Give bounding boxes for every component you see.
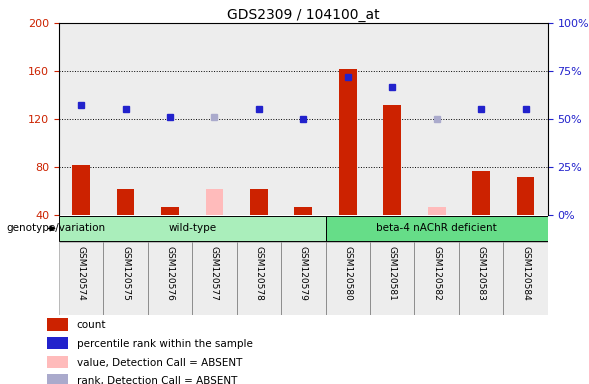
Bar	[459, 242, 504, 315]
Text: percentile rank within the sample: percentile rank within the sample	[77, 339, 253, 349]
Text: rank, Detection Call = ABSENT: rank, Detection Call = ABSENT	[77, 376, 237, 384]
Text: GSM120583: GSM120583	[477, 246, 485, 300]
Bar	[237, 23, 281, 215]
Text: value, Detection Call = ABSENT: value, Detection Call = ABSENT	[77, 358, 242, 367]
Bar	[383, 104, 401, 215]
Text: wild-type: wild-type	[168, 223, 216, 233]
Bar	[281, 23, 326, 215]
Text: GSM120581: GSM120581	[388, 246, 397, 300]
Bar	[281, 242, 326, 315]
Bar	[326, 242, 370, 315]
Bar	[237, 242, 281, 315]
Bar	[148, 23, 192, 215]
Bar	[206, 189, 223, 215]
Bar	[59, 23, 103, 215]
Text: GSM120576: GSM120576	[166, 246, 174, 300]
Bar	[339, 69, 357, 215]
Text: GSM120582: GSM120582	[432, 246, 441, 300]
Bar	[148, 242, 192, 315]
Text: beta-4 nAChR deficient: beta-4 nAChR deficient	[376, 223, 497, 233]
Bar	[459, 23, 504, 215]
Bar	[103, 242, 148, 315]
Bar	[192, 23, 237, 215]
Bar	[192, 242, 237, 315]
Bar	[517, 177, 534, 215]
Bar	[415, 23, 459, 215]
Text: GSM120578: GSM120578	[254, 246, 263, 300]
Bar	[326, 217, 548, 240]
Bar	[294, 207, 312, 215]
Bar	[428, 207, 445, 215]
Bar	[59, 242, 103, 315]
Bar	[47, 337, 68, 349]
Title: GDS2309 / 104100_at: GDS2309 / 104100_at	[227, 8, 380, 22]
Bar	[370, 242, 415, 315]
Bar	[59, 217, 326, 240]
Bar	[504, 242, 548, 315]
Text: count: count	[77, 320, 106, 330]
Text: genotype/variation: genotype/variation	[6, 223, 105, 233]
Bar	[415, 242, 459, 315]
Text: GSM120574: GSM120574	[77, 246, 85, 300]
Bar	[103, 23, 148, 215]
Bar	[117, 189, 134, 215]
Text: GSM120580: GSM120580	[343, 246, 352, 300]
Bar	[47, 374, 68, 384]
Text: GSM120577: GSM120577	[210, 246, 219, 300]
Text: GSM120579: GSM120579	[299, 246, 308, 300]
Bar	[472, 170, 490, 215]
Bar	[47, 318, 68, 331]
Bar	[370, 23, 415, 215]
Bar	[504, 23, 548, 215]
Bar	[250, 189, 268, 215]
Bar	[161, 207, 179, 215]
Bar	[326, 23, 370, 215]
Bar	[47, 356, 68, 368]
Text: GSM120584: GSM120584	[521, 246, 530, 300]
Bar	[72, 165, 90, 215]
Text: GSM120575: GSM120575	[121, 246, 130, 300]
